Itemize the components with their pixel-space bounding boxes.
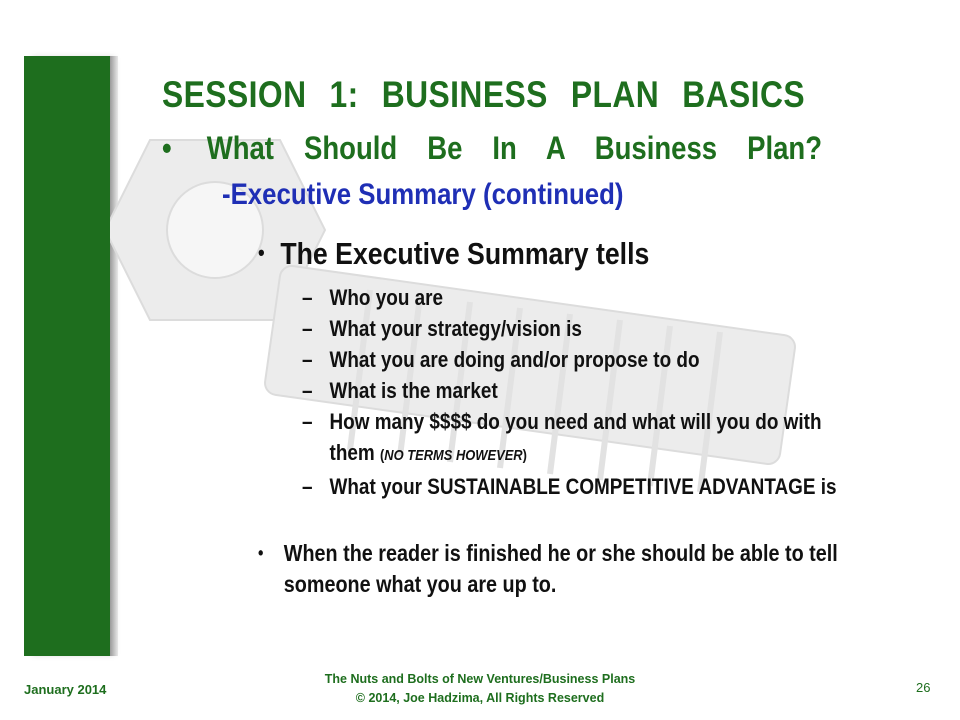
slide-title: SESSION 1: BUSINESS PLAN BASICS	[162, 74, 806, 115]
list-item: – How many $$$$ do you need and what will…	[302, 406, 870, 471]
footer-copyright: © 2014, Joe Hadzima, All Rights Reserved	[355, 691, 605, 705]
list-item-text: How many $$$$ do you need and what will …	[329, 409, 822, 465]
closing-bullet: • When the reader is finished he or she …	[258, 538, 881, 600]
paren-close: )	[522, 447, 527, 464]
list-item: – What your SUSTAINABLE COMPETITIVE ADVAN…	[302, 471, 870, 502]
list-item-text: What your SUSTAINABLE COMPETITIVE ADVANT…	[329, 474, 837, 499]
list-item: – What is the market	[302, 375, 870, 406]
list-item: – Who you are	[302, 282, 870, 313]
dash-marker: –	[302, 347, 313, 372]
main-bullet: • What Should Be In A Business Plan?	[162, 130, 822, 167]
list-item-text: Who you are	[329, 285, 444, 310]
dash-marker: –	[302, 474, 313, 499]
closing-bullet-text: When the reader is finished he or she sh…	[283, 540, 838, 597]
footer-course-title: The Nuts and Bolts of New Ventures/Busin…	[324, 672, 636, 686]
list-item: – What your strategy/vision is	[302, 313, 870, 344]
bullet-marker: •	[258, 240, 265, 265]
paren-open: (	[379, 447, 385, 464]
bullet-marker: •	[162, 130, 172, 166]
level2-heading: • The Executive Summary tells	[258, 236, 649, 272]
executive-summary-list: – Who you are – What your strategy/vision …	[302, 282, 870, 502]
list-item: – What you are doing and/or propose to do	[302, 344, 870, 375]
page-number: 26	[916, 680, 931, 695]
dash-marker: –	[302, 409, 313, 434]
dash-marker: –	[302, 285, 313, 310]
dash-marker: –	[302, 378, 313, 403]
nut-and-bolt-watermark	[110, 139, 796, 493]
bullet-marker: •	[258, 543, 264, 563]
list-item-text: What is the market	[329, 378, 498, 403]
dash-marker: –	[302, 316, 313, 341]
section-subheading: -Executive Summary (continued)	[222, 178, 624, 211]
main-bullet-text: What Should Be In A Business Plan?	[206, 130, 823, 166]
footer-date: January 2014	[24, 682, 107, 697]
level2-heading-text: The Executive Summary tells	[280, 236, 650, 271]
list-item-note: NO TERMS HOWEVER	[384, 447, 523, 464]
footer-center: The Nuts and Bolts of New Ventures/Busin…	[300, 670, 660, 708]
list-item-text: What your strategy/vision is	[329, 316, 582, 341]
list-item-text: What you are doing and/or propose to do	[329, 347, 700, 372]
green-side-bar	[24, 56, 118, 656]
